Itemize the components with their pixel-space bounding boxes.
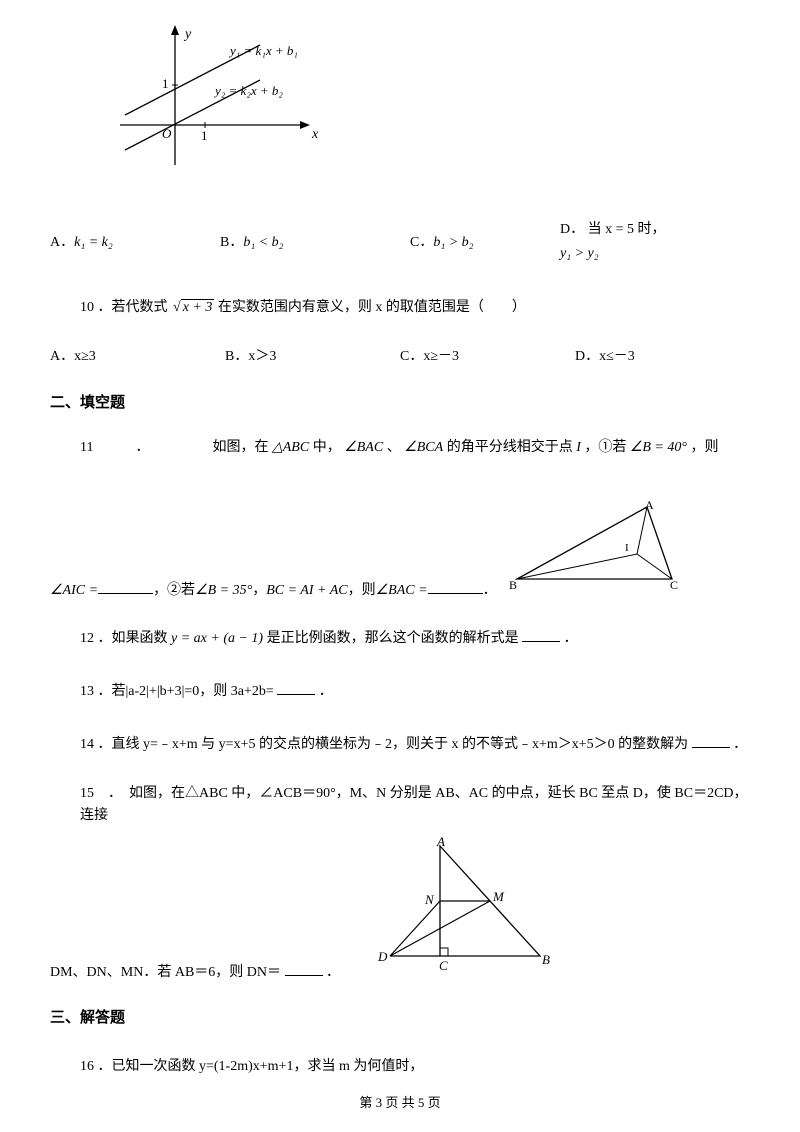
option-c-expr: b₁ > b₂ <box>433 232 473 254</box>
q10-radicand: x + 3 <box>181 299 215 315</box>
q10-opt-a: A．x≥3 <box>50 346 225 368</box>
q13: 13 ．若|a-2|+|b+3|=0，则 3a+2b= ． <box>80 677 750 708</box>
graph-svg: y x 1 1 O y₁ = k₁x + b₁ y₂ = k₂x + b₂ <box>110 20 330 185</box>
radical-icon: x + 3 <box>171 293 214 324</box>
q11-tri: △ABC <box>272 440 309 455</box>
q15-line2: DM、DN、MN．若 AB＝6，则 DN＝ ． <box>50 962 340 984</box>
q14-text: 14 ．直线 y=﹣x+m 与 y=x+5 的交点的横坐标为﹣2，则关于 x 的… <box>80 737 688 752</box>
q15-l2b: ． <box>326 965 340 980</box>
page-footer: 第 3 页 共 5 页 <box>0 1093 800 1114</box>
svg-text:I: I <box>625 542 629 554</box>
option-b-expr: b₁ < b₂ <box>243 232 283 254</box>
svg-text:A: A <box>436 836 445 849</box>
blank-fill-4 <box>277 681 315 695</box>
q12-pre: 12 ．如果函数 <box>80 631 168 646</box>
svg-text:O: O <box>162 126 172 141</box>
svg-text:N: N <box>424 892 435 907</box>
option-b-prefix: B． <box>220 232 243 254</box>
q11-l2c: ，则 <box>348 580 376 602</box>
q11-sep: 、 <box>387 440 401 455</box>
q11-line1: 11 ． 如图，在 △ABC 中， ∠BAC 、 ∠BCA 的角平分线相交于点 … <box>50 437 750 459</box>
q11-I: I <box>576 440 581 455</box>
coordinate-graph: y x 1 1 O y₁ = k₁x + b₁ y₂ = k₂x + b₂ <box>110 20 750 193</box>
option-d-line2: y₁ > y₂ <box>560 243 666 267</box>
q11-target: ∠BAC = <box>376 580 428 602</box>
q10-options: A．x≥3 B．x＞3 C．x≥－3 D．x≤－3 <box>50 346 750 368</box>
q15-figure: A B C D M N <box>345 836 555 984</box>
q11-bca: ∠BCA <box>404 440 443 455</box>
q12-post: 是正比例函数，那么这个函数的解析式是 <box>267 631 519 646</box>
option-a: A． k₁ = k₂ <box>50 232 220 254</box>
q13-text: 13 ．若|a-2|+|b+3|=0，则 3a+2b= <box>80 684 274 699</box>
q11-l1e: ，则 <box>691 440 719 455</box>
blank-fill-2 <box>428 580 483 594</box>
blank-fill-5 <box>692 734 730 748</box>
q11-l2b: ，②若 <box>153 580 195 602</box>
blank-fill <box>98 580 153 594</box>
svg-text:y₂ = k₂x + b₂: y₂ = k₂x + b₂ <box>213 83 283 98</box>
q11-comma1: ， <box>252 580 266 602</box>
q11-figure: A B C I <box>507 499 682 602</box>
q11-cond2: ∠B = 35° <box>195 580 252 602</box>
svg-text:y₁ = k₁x + b₁: y₁ = k₁x + b₁ <box>228 43 298 58</box>
q11-l1d: ，①若 <box>584 440 626 455</box>
svg-text:1: 1 <box>201 128 208 143</box>
q14-period: ． <box>733 737 747 752</box>
svg-text:M: M <box>492 889 505 904</box>
svg-text:B: B <box>542 952 550 967</box>
section-2-title: 二、填空题 <box>50 391 750 415</box>
q11-cond3: BC = AI + AC <box>266 580 347 602</box>
q10-pre: 10 ．若代数式 <box>80 300 168 315</box>
q10-opt-b: B．x＞3 <box>225 346 400 368</box>
q12-expr: y = ax + (a − 1) <box>171 631 263 646</box>
q14: 14 ．直线 y=﹣x+m 与 y=x+5 的交点的横坐标为﹣2，则关于 x 的… <box>80 730 750 761</box>
section-3-title: 三、解答题 <box>50 1006 750 1030</box>
q11-cond1: ∠B = 40° <box>630 440 687 455</box>
q11-l1b: 中， <box>313 440 341 455</box>
q16-text: 16 ．已知一次函数 y=(1-2m)x+m+1，求当 m 为何值时， <box>80 1059 423 1074</box>
q11: 11 ． 如图，在 △ABC 中， ∠BAC 、 ∠BCA 的角平分线相交于点 … <box>50 437 750 603</box>
option-c: C． b₁ > b₂ <box>410 232 560 254</box>
option-d: D． 当 x = 5 时， y₁ > y₂ <box>560 219 666 267</box>
q11-l1a: 11 ． 如图，在 <box>80 440 268 455</box>
svg-text:D: D <box>377 949 388 964</box>
q11-aic: ∠AIC = <box>50 580 98 602</box>
blank-fill-3 <box>522 628 560 642</box>
q11-period: ． <box>483 580 497 602</box>
option-a-expr: k₁ = k₂ <box>74 232 113 254</box>
q10-opt-d: D．x≤－3 <box>575 346 750 368</box>
blank-fill-6 <box>285 962 323 976</box>
q11-bac: ∠BAC <box>344 440 383 455</box>
q10-post: 在实数范围内有意义，则 x 的取值范围是（ ） <box>218 300 526 315</box>
svg-text:x: x <box>311 127 319 142</box>
q12-period: ． <box>564 631 578 646</box>
q15-l2a: DM、DN、MN．若 AB＝6，则 DN＝ <box>50 965 281 980</box>
q12: 12 ．如果函数 y = ax + (a − 1) 是正比例函数，那么这个函数的… <box>80 624 750 655</box>
q10-stem: 10 ．若代数式 x + 3 在实数范围内有意义，则 x 的取值范围是（ ） <box>80 293 750 324</box>
option-d-line1: 当 x = 5 时， <box>588 222 666 237</box>
option-c-prefix: C． <box>410 232 433 254</box>
option-d-prefix: D． <box>560 222 584 237</box>
q13-period: ． <box>319 684 333 699</box>
svg-text:A: A <box>645 499 654 512</box>
q11-l1c: 的角平分线相交于点 <box>447 440 573 455</box>
q16: 16 ．已知一次函数 y=(1-2m)x+m+1，求当 m 为何值时， <box>80 1052 750 1083</box>
q10-opt-c: C．x≥－3 <box>400 346 575 368</box>
option-b: B． b₁ < b₂ <box>220 232 410 254</box>
q9-options: A． k₁ = k₂ B． b₁ < b₂ C． b₁ > b₂ D． 当 x … <box>50 218 750 268</box>
option-a-prefix: A． <box>50 232 74 254</box>
svg-text:C: C <box>439 958 448 973</box>
svg-text:B: B <box>509 578 517 592</box>
svg-text:y: y <box>183 27 192 42</box>
q11-line2: ∠AIC = ，②若 ∠B = 35° ， BC = AI + AC ，则 ∠B… <box>50 580 497 602</box>
svg-text:C: C <box>670 578 678 592</box>
q15: 15 ． 如图，在△ABC 中，∠ACB＝90°，M、N 分别是 AB、AC 的… <box>50 783 750 984</box>
svg-text:1: 1 <box>162 76 169 91</box>
q15-line1: 15 ． 如图，在△ABC 中，∠ACB＝90°，M、N 分别是 AB、AC 的… <box>80 783 750 828</box>
